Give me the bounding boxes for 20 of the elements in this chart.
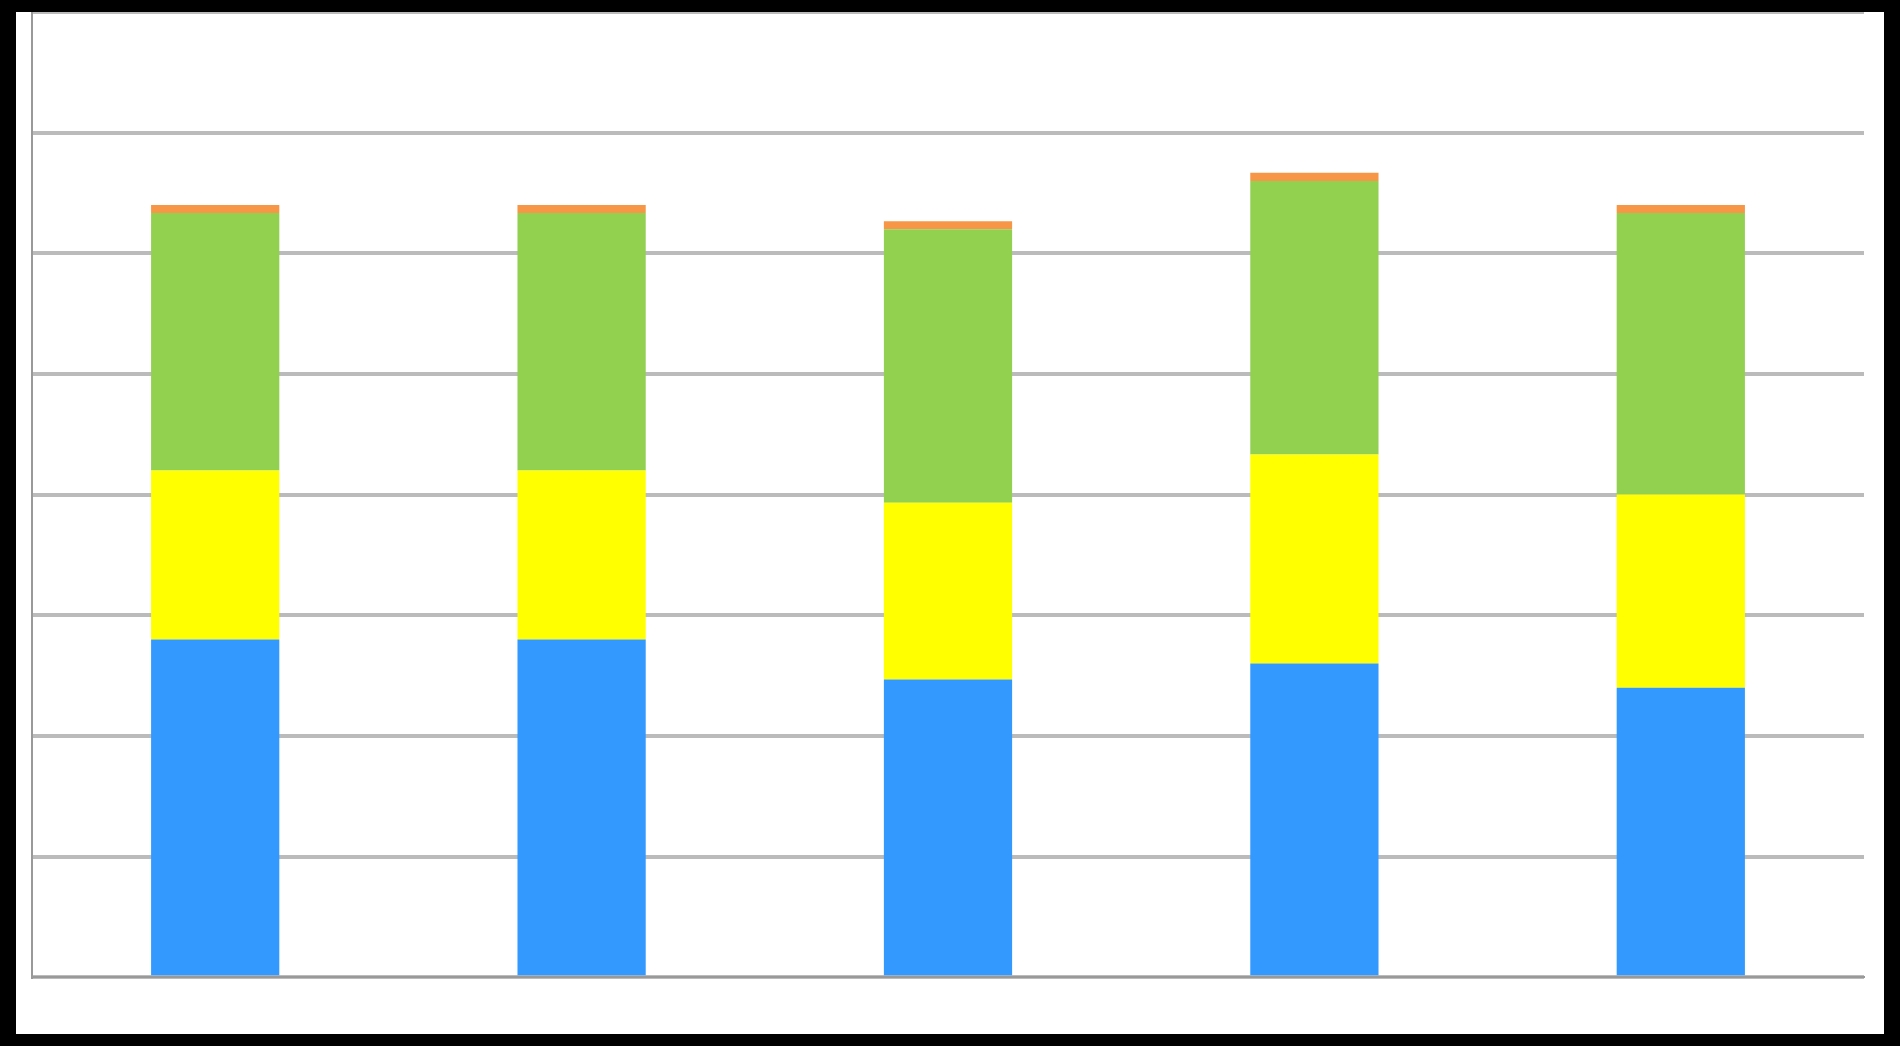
- bar: [151, 639, 280, 976]
- bar: [151, 205, 280, 214]
- bar: [151, 213, 280, 471]
- bar: [1250, 180, 1379, 455]
- bar: [517, 205, 646, 214]
- bar: [517, 470, 646, 640]
- bar: [1616, 205, 1745, 214]
- bar: [883, 229, 1013, 503]
- bar: [883, 502, 1013, 680]
- bar: [883, 221, 1013, 230]
- bar: [1616, 494, 1745, 688]
- bar: [1250, 454, 1379, 664]
- bar: [517, 639, 646, 976]
- bar: [1616, 687, 1745, 976]
- bar: [883, 679, 1013, 976]
- bar: [517, 213, 646, 471]
- bar: [1250, 663, 1379, 976]
- bar: [1250, 172, 1379, 181]
- bar: [151, 470, 280, 640]
- bar: [1616, 213, 1745, 495]
